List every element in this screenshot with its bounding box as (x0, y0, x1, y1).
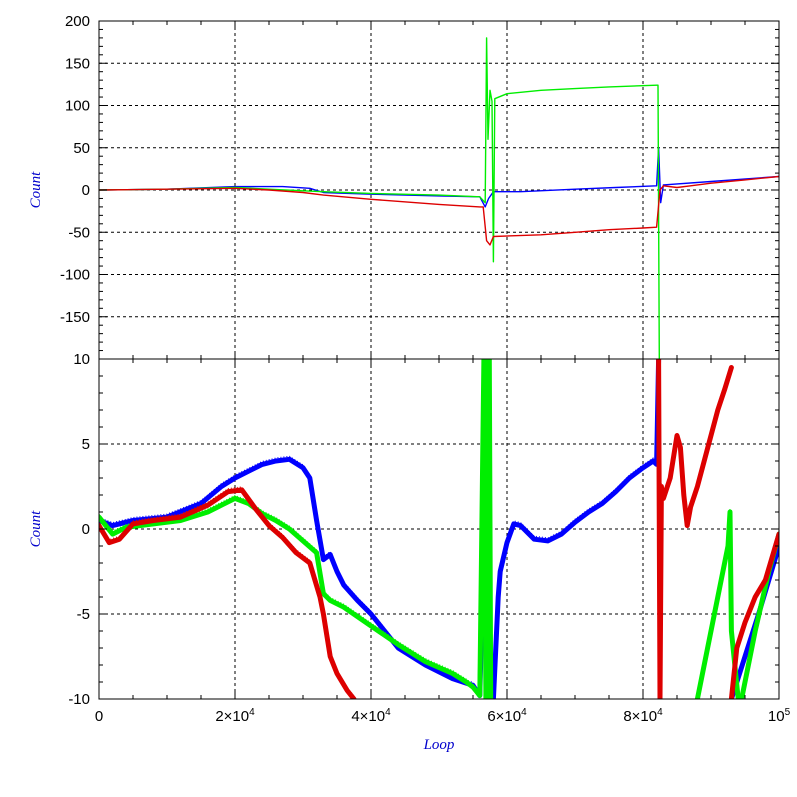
series-line-red (99, 487, 357, 699)
y-tick-label: 50 (73, 140, 90, 157)
chart-panels: 200150100500-50-100-150Count1050-5-10Cou… (28, 13, 791, 753)
x-tick-label: 4×104 (351, 707, 391, 725)
x-tick-exponent: 4 (657, 707, 663, 718)
x-tick-label: 105 (768, 707, 791, 725)
x-tick-label: 2×104 (215, 707, 255, 725)
x-tick-label: 6×104 (487, 707, 527, 725)
panel-top: 200 150 100 50 0 -50 -100 -150 Count (28, 13, 780, 360)
x-tick-exponent: 5 (785, 707, 791, 718)
y-tick-label: -100 (60, 267, 90, 284)
series-noise-green (99, 359, 492, 697)
y-tick-label: 100 (65, 98, 90, 115)
y-tick-label: 150 (65, 55, 90, 72)
y-tick-label: 0 (82, 182, 90, 199)
y-tick-label: 200 (65, 13, 90, 30)
series-noise-red (730, 530, 779, 697)
y-tick-label: 5 (82, 436, 90, 453)
y-tick-label: -5 (77, 606, 90, 623)
series-group (99, 359, 779, 699)
y-tick-label: 10 (73, 351, 90, 368)
x-tick-label: 8×104 (623, 707, 663, 725)
x-tick-label: 0 (95, 708, 103, 725)
series-noise-blue (99, 359, 660, 697)
y-tick-label: -10 (68, 691, 90, 708)
x-axis-title: Loop (423, 737, 455, 753)
series-noise-green (741, 530, 779, 697)
series-noise-green (696, 508, 739, 697)
y-tick-label: 0 (82, 521, 90, 538)
y-axis-title: Count (28, 171, 44, 209)
series-line-blue (99, 147, 779, 208)
series-noise-red (658, 359, 732, 697)
series-line-red (99, 175, 779, 246)
series-line-green (99, 37, 660, 359)
series-group (99, 37, 779, 359)
series-noise-red (99, 486, 355, 697)
x-tick-exponent: 4 (249, 707, 255, 718)
y-tick-label: -50 (68, 224, 90, 241)
x-tick-exponent: 4 (385, 707, 391, 718)
y-axis-title: Count (28, 510, 44, 548)
x-tick-exponent: 4 (521, 707, 527, 718)
y-tick-label: -150 (60, 309, 90, 326)
